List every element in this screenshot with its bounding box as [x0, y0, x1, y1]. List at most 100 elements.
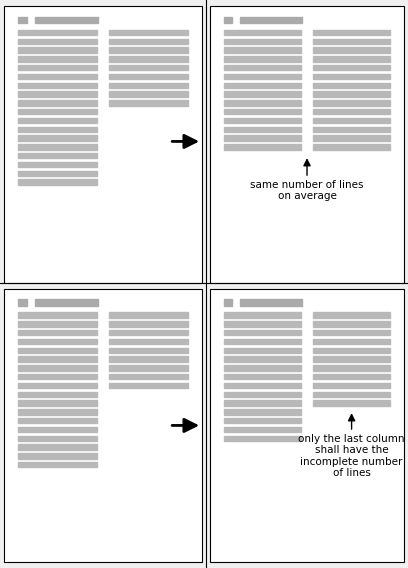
Bar [224, 365, 301, 370]
Bar [109, 56, 188, 61]
Bar [224, 418, 301, 423]
Bar [109, 39, 188, 44]
Bar [18, 462, 97, 467]
Bar [313, 135, 390, 141]
Bar [18, 56, 97, 61]
Bar [313, 400, 390, 406]
Bar [18, 91, 97, 97]
Bar [313, 312, 390, 318]
Bar [18, 444, 97, 450]
Bar [224, 348, 301, 353]
Bar [109, 339, 188, 344]
Bar [313, 383, 390, 388]
Bar [109, 312, 188, 318]
Bar [224, 30, 301, 35]
Bar [224, 127, 301, 132]
Bar [313, 47, 390, 53]
Bar [224, 321, 301, 327]
Bar [18, 453, 97, 458]
Bar [35, 17, 98, 23]
Bar [18, 427, 97, 432]
Bar [109, 365, 188, 370]
Bar [313, 82, 390, 88]
Bar [109, 91, 188, 97]
Bar [109, 356, 188, 362]
Bar [18, 400, 97, 406]
Bar [18, 30, 97, 35]
Bar [313, 30, 390, 35]
Bar [224, 74, 301, 79]
Bar [224, 135, 301, 141]
Bar [224, 144, 301, 149]
Bar [224, 409, 301, 415]
Bar [18, 170, 97, 176]
Bar [224, 383, 301, 388]
Bar [224, 391, 301, 397]
Bar [313, 56, 390, 61]
Bar [224, 109, 301, 114]
Bar [18, 409, 97, 415]
Bar [18, 383, 97, 388]
Bar [18, 82, 97, 88]
Bar [224, 100, 301, 106]
Bar [224, 56, 301, 61]
Bar [18, 374, 97, 379]
Bar [4, 289, 202, 562]
Bar [224, 299, 233, 306]
Bar [109, 30, 188, 35]
Bar [18, 339, 97, 344]
Bar [313, 356, 390, 362]
Bar [18, 65, 97, 70]
Bar [224, 312, 301, 318]
Bar [313, 127, 390, 132]
Bar [313, 365, 390, 370]
Bar [224, 82, 301, 88]
Bar [109, 321, 188, 327]
Bar [224, 427, 301, 432]
Bar [109, 100, 188, 106]
Bar [240, 299, 302, 306]
Bar [224, 374, 301, 379]
Bar [313, 374, 390, 379]
Bar [313, 74, 390, 79]
Bar [18, 321, 97, 327]
Bar [224, 400, 301, 406]
Bar [313, 330, 390, 335]
Bar [18, 365, 97, 370]
Bar [224, 17, 233, 23]
Bar [109, 82, 188, 88]
Text: same number of lines
on average: same number of lines on average [250, 179, 364, 201]
Bar [18, 109, 97, 114]
Bar [224, 339, 301, 344]
Bar [224, 356, 301, 362]
Bar [18, 153, 97, 158]
Bar [240, 17, 302, 23]
Bar [18, 179, 97, 185]
Bar [313, 65, 390, 70]
Bar [224, 39, 301, 44]
Bar [224, 65, 301, 70]
Bar [224, 118, 301, 123]
Bar [109, 374, 188, 379]
Bar [313, 39, 390, 44]
Bar [18, 47, 97, 53]
Bar [313, 118, 390, 123]
Bar [4, 6, 202, 283]
Bar [224, 436, 301, 441]
Bar [313, 348, 390, 353]
Bar [18, 348, 97, 353]
Text: only the last column
shall have the
incomplete number
of lines: only the last column shall have the inco… [298, 433, 405, 478]
Bar [18, 100, 97, 106]
Bar [109, 330, 188, 335]
Bar [313, 91, 390, 97]
Bar [18, 135, 97, 141]
Bar [18, 17, 27, 23]
Bar [18, 436, 97, 441]
Bar [224, 330, 301, 335]
Bar [313, 391, 390, 397]
Bar [109, 47, 188, 53]
Bar [18, 356, 97, 362]
Bar [18, 162, 97, 167]
Bar [18, 391, 97, 397]
Bar [313, 100, 390, 106]
